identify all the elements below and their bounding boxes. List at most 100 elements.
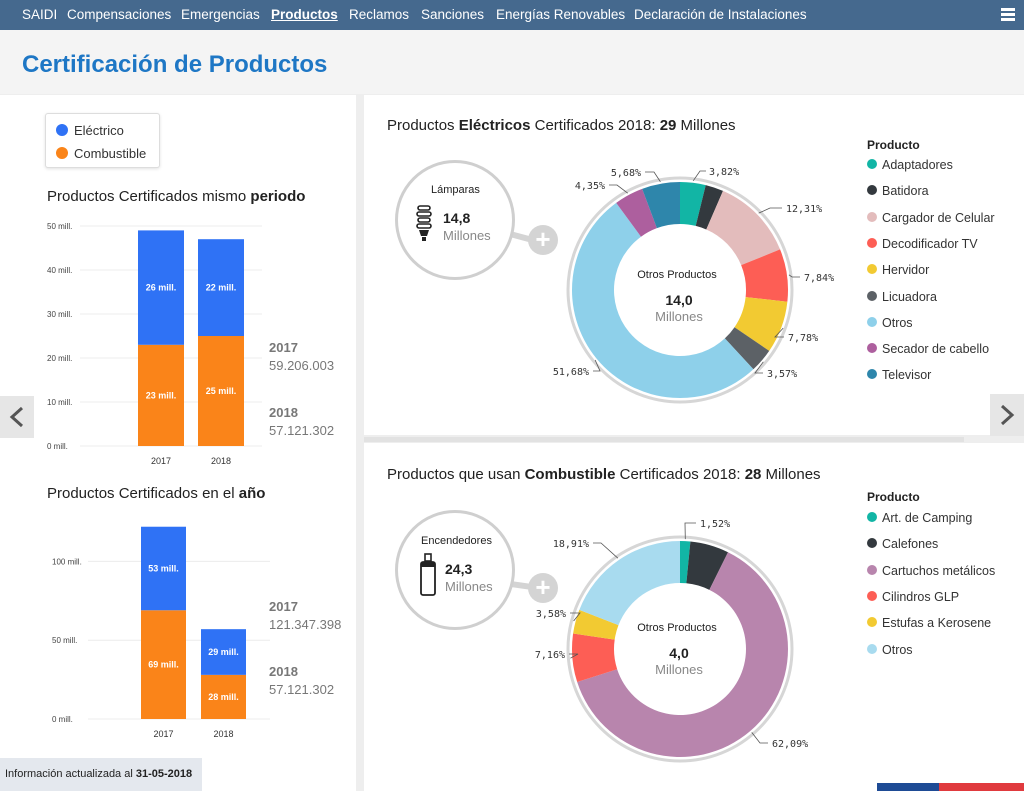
nav-item-compensaciones[interactable]: Compensaciones bbox=[67, 7, 172, 22]
donut-slice-cargador-de-celular[interactable] bbox=[706, 190, 781, 266]
nav-item-energias-renovables[interactable]: Energías Renovables bbox=[496, 7, 626, 22]
legend-item-licuadora[interactable]: Licuadora bbox=[867, 290, 937, 304]
slice-pct-label: 7,78% bbox=[788, 333, 818, 344]
bar-data-label: 25 mill. bbox=[206, 386, 237, 396]
donut-slice-decodificador-tv[interactable] bbox=[741, 249, 788, 302]
bar-chart-1-summary-2018: 2018 57.121.302 bbox=[269, 405, 334, 438]
bar-data-label: 28 mill. bbox=[208, 692, 239, 702]
donut-slice-cartuchos-met-licos[interactable] bbox=[577, 552, 788, 757]
legend-label: Secador de cabello bbox=[882, 342, 990, 357]
nav-item-declaracion-instalaciones[interactable]: Declaración de Instalaciones bbox=[634, 7, 807, 22]
hamburger-menu-icon[interactable] bbox=[1001, 8, 1015, 21]
y-tick-label: 10 mill. bbox=[47, 398, 72, 407]
label-leader-line bbox=[593, 359, 601, 372]
legend-item-cargador-de-celular[interactable]: Cargador de Celular bbox=[867, 211, 995, 225]
slice-pct-label: 18,91% bbox=[553, 539, 589, 550]
legend-item-decodificador-tv[interactable]: Decodificador TV bbox=[867, 237, 978, 251]
legend-label: Cilindros GLP bbox=[882, 589, 960, 604]
legend-item-cilindros-glp[interactable]: Cilindros GLP bbox=[867, 590, 959, 604]
donut-slice-otros[interactable] bbox=[579, 541, 680, 626]
bar-segment-combustible[interactable] bbox=[138, 344, 184, 446]
slice-pct-label: 7,16% bbox=[535, 650, 565, 661]
donut-slice-batidora[interactable] bbox=[695, 185, 724, 230]
label-leader-line bbox=[774, 327, 784, 338]
slice-pct-label: 3,58% bbox=[536, 609, 566, 620]
label-leader-line bbox=[684, 522, 696, 540]
label-leader-line bbox=[758, 207, 782, 214]
donut-center-unit: Millones bbox=[655, 309, 703, 324]
plus-icon: + bbox=[528, 225, 558, 255]
nav-item-sanciones[interactable]: Sanciones bbox=[421, 7, 485, 22]
legend-item-adaptadores[interactable]: Adaptadores bbox=[867, 158, 953, 172]
donut-slice-adaptadores[interactable] bbox=[680, 182, 706, 226]
slice-pct-label: 62,09% bbox=[772, 739, 808, 750]
light-bulb-icon bbox=[416, 205, 432, 241]
donut-slice-hervidor[interactable] bbox=[734, 297, 788, 351]
legend-item-otros[interactable]: Otros bbox=[867, 643, 913, 657]
legend-item-televisor[interactable]: Televisor bbox=[867, 368, 931, 382]
nav-item-reclamos[interactable]: Reclamos bbox=[349, 7, 410, 22]
summary-year: 2017 bbox=[269, 340, 298, 355]
legend-item-calefones[interactable]: Calefones bbox=[867, 537, 938, 551]
donut-outer-ring bbox=[566, 176, 794, 404]
donut-slice-estufas-a-kerosene[interactable] bbox=[573, 609, 619, 640]
summary-year: 2018 bbox=[269, 405, 298, 420]
donut-slice-televisor[interactable] bbox=[642, 182, 680, 229]
nav-item-saidi[interactable]: SAIDI bbox=[22, 7, 58, 22]
bar-segment-combustible[interactable] bbox=[141, 610, 186, 719]
title-part: Millones bbox=[761, 466, 821, 483]
label-leader-line bbox=[751, 732, 768, 744]
donut-slice-secador-de-cabello[interactable] bbox=[616, 188, 657, 237]
legend-label: Otros bbox=[882, 315, 913, 330]
donut-center-value: 4,0 bbox=[669, 645, 689, 661]
panel-divider bbox=[364, 437, 964, 442]
legend-dot bbox=[867, 512, 877, 522]
y-tick-label: 50 mill. bbox=[47, 222, 72, 231]
label-leader-line bbox=[570, 612, 581, 622]
legend-item-hervidor[interactable]: Hervidor bbox=[867, 263, 929, 277]
previous-arrow-button[interactable] bbox=[0, 396, 34, 438]
legend-item-combustible[interactable]: Combustible bbox=[56, 146, 146, 162]
donut-center-unit: Millones bbox=[655, 662, 703, 677]
bar-segment-combustible[interactable] bbox=[201, 674, 246, 719]
legend: Eléctrico Combustible bbox=[45, 113, 160, 168]
donut-slice-licuadora[interactable] bbox=[724, 327, 770, 370]
bar-segment-combustible[interactable] bbox=[198, 336, 244, 446]
nav-item-productos[interactable]: Productos bbox=[271, 7, 338, 22]
donut-slice-calefones[interactable] bbox=[686, 541, 729, 590]
nav-item-emergencias[interactable]: Emergencias bbox=[181, 7, 260, 22]
y-tick-label: 0 mill. bbox=[52, 715, 73, 724]
legend-dot bbox=[56, 147, 68, 159]
legend-item-secador-de-cabello[interactable]: Secador de cabello bbox=[867, 342, 989, 356]
bar-chart-1-summary-2017: 2017 59.206.003 bbox=[269, 340, 334, 373]
donut-slice-art-de-camping[interactable] bbox=[680, 541, 691, 584]
legend-item-electrico[interactable]: Eléctrico bbox=[56, 123, 124, 139]
bar-chart-1-title: Productos Certificados mismo periodo bbox=[47, 188, 305, 205]
label-leader-line bbox=[569, 653, 579, 659]
legend-label: Otros bbox=[882, 642, 913, 657]
legend-dot bbox=[56, 124, 68, 136]
donut-slice-cilindros-glp[interactable] bbox=[572, 633, 618, 683]
donut-slice-otros[interactable] bbox=[571, 202, 754, 399]
legend-dot bbox=[867, 617, 877, 628]
bar-segment-electrico[interactable] bbox=[141, 526, 186, 611]
summary-value: 57.121.302 bbox=[269, 423, 335, 438]
next-arrow-button[interactable] bbox=[990, 394, 1024, 436]
legend-item-otros[interactable]: Otros bbox=[867, 316, 913, 330]
legend-dot bbox=[867, 343, 877, 354]
y-tick-label: 50 mill. bbox=[52, 636, 77, 645]
electric-donut-title: Productos Eléctricos Certificados 2018: … bbox=[387, 117, 736, 134]
legend-item-cartuchos-met-licos[interactable]: Cartuchos metálicos bbox=[867, 564, 995, 578]
legend-item-batidora[interactable]: Batidora bbox=[867, 184, 929, 198]
y-tick-label: 100 mill. bbox=[52, 557, 82, 566]
electric-donut-chart: 3,82% 12,31% 7,84% 7,78% 3,57% 51,68% 4,35% 5,6… bbox=[553, 167, 834, 404]
plus-icon: + bbox=[528, 573, 558, 603]
legend-item-estufas-a-kerosene[interactable]: Estufas a Kerosene bbox=[867, 616, 991, 630]
bar-segment-electrico[interactable] bbox=[198, 239, 244, 336]
legend-label: Licuadora bbox=[882, 289, 937, 304]
lamparas-bubble bbox=[395, 160, 515, 280]
bar-segment-electrico[interactable] bbox=[201, 629, 246, 675]
bar-segment-electrico[interactable] bbox=[138, 230, 184, 345]
legend-item-art-de-camping[interactable]: Art. de Camping bbox=[867, 511, 972, 525]
title-part: Productos bbox=[387, 117, 459, 134]
